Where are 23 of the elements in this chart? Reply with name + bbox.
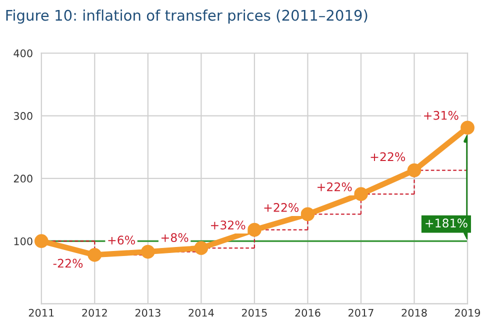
annotation: +22% xyxy=(264,203,299,212)
x-tick-label: 2014 xyxy=(188,308,214,317)
annotation: +32% xyxy=(211,220,246,230)
annotation: +181% xyxy=(426,218,468,228)
x-tick-label: 2016 xyxy=(295,308,320,317)
y-tick-label: 400 xyxy=(14,49,32,58)
annotation: +31% xyxy=(424,110,458,120)
annotation: +8% xyxy=(162,233,188,242)
annotation: +6% xyxy=(108,236,135,245)
x-tick-label: 2012 xyxy=(82,308,107,317)
annotation: +22% xyxy=(370,152,406,162)
annotation: +22% xyxy=(318,182,352,192)
x-tick-label: 2015 xyxy=(242,308,267,317)
x-tick-label: 2019 xyxy=(455,308,480,317)
y-tick-label: 300 xyxy=(14,112,32,120)
x-tick-label: 2017 xyxy=(348,308,374,317)
y-tick-label: 100 xyxy=(14,237,32,246)
x-tick-label: 2018 xyxy=(402,308,427,317)
chart-title: Figure 10: inflation of transfer prices (2011–2019) xyxy=(6,10,368,24)
x-tick-label: 2013 xyxy=(135,308,160,317)
x-tick-label: 2011 xyxy=(28,308,54,317)
annotation: -22% xyxy=(53,258,83,268)
y-tick-label: 200 xyxy=(14,174,32,183)
